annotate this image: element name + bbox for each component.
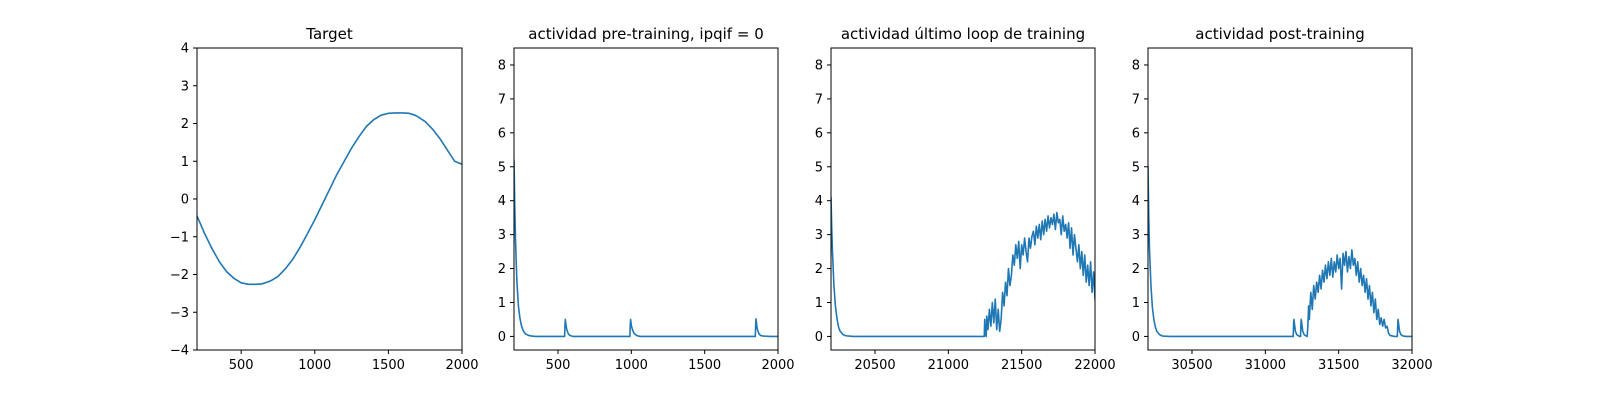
y-tick-label: −1 [170, 230, 189, 245]
axes-frame [1147, 47, 1413, 351]
y-tick-label: 8 [1132, 58, 1140, 73]
y-tick-label: 2 [498, 262, 506, 277]
y-tick-label: 0 [1132, 330, 1140, 345]
y-tick-label: 2 [815, 262, 823, 277]
chart-title: actividad post-training [1195, 25, 1364, 43]
y-tick-label: 1 [1132, 296, 1140, 311]
y-tick-label: −4 [170, 344, 189, 359]
x-tick-label: 1000 [298, 358, 331, 373]
y-tick-label: 5 [815, 160, 823, 175]
series-line [831, 196, 1095, 338]
series-line [197, 112, 462, 286]
series-line [514, 159, 778, 338]
x-tick-label: 31000 [1245, 358, 1286, 373]
y-tick-label: 6 [1132, 126, 1140, 141]
y-tick-label: 1 [498, 296, 506, 311]
chart-title: actividad último loop de training [841, 25, 1085, 43]
y-tick-label: −3 [170, 306, 189, 321]
axes-frame [196, 47, 463, 351]
x-tick-label: 1500 [688, 358, 721, 373]
y-tick-label: 8 [815, 58, 823, 73]
y-tick-label: 3 [498, 228, 506, 243]
y-tick-label: 5 [498, 160, 506, 175]
y-tick-label: 4 [1132, 194, 1140, 209]
x-tick-label: 2000 [445, 358, 478, 373]
x-tick-label: 500 [546, 358, 571, 373]
x-tick-label: 1000 [615, 358, 648, 373]
y-tick-label: 5 [1132, 160, 1140, 175]
axes-frame [513, 47, 779, 351]
x-tick-label: 30500 [1171, 358, 1212, 373]
x-tick-label: 32000 [1391, 358, 1432, 373]
y-tick-label: 3 [815, 228, 823, 243]
y-tick-label: 0 [181, 193, 189, 208]
y-tick-label: 6 [498, 126, 506, 141]
subplot-2: 500 1000 1500 2000 0 1 2 3 4 5 6 7 8 actividad pre-tr… [498, 25, 795, 373]
chart-title: Target [305, 25, 353, 43]
subplot-1: 500 1000 1500 2000 −4 −3 −2 −1 0 1 2 3 4 Target [170, 25, 479, 373]
y-tick-label: 1 [815, 296, 823, 311]
x-tick-label: 20500 [854, 358, 895, 373]
y-tick-label: −2 [170, 268, 189, 283]
x-tick-label: 500 [229, 358, 254, 373]
y-tick-label: 2 [181, 117, 189, 132]
y-tick-label: 4 [498, 194, 506, 209]
subplot-4: 30500 31000 31500 32000 0 1 2 3 4 5 6 7 8 actividad p… [1132, 25, 1433, 373]
x-tick-label: 21500 [1001, 358, 1042, 373]
y-tick-label: 4 [181, 42, 189, 57]
y-tick-label: 1 [181, 155, 189, 170]
chart-title: actividad pre-training, ipqif = 0 [528, 25, 764, 43]
y-tick-label: 8 [498, 58, 506, 73]
y-tick-label: 6 [815, 126, 823, 141]
x-tick-label: 21000 [928, 358, 969, 373]
x-tick-label: 1500 [372, 358, 405, 373]
y-tick-label: 3 [1132, 228, 1140, 243]
y-tick-label: 7 [815, 92, 823, 107]
y-tick-label: 2 [1132, 262, 1140, 277]
x-tick-label: 2000 [761, 358, 794, 373]
x-tick-label: 22000 [1074, 358, 1115, 373]
y-tick-label: 7 [498, 92, 506, 107]
y-tick-label: 0 [815, 330, 823, 345]
y-tick-label: 4 [815, 194, 823, 209]
series-line [1148, 165, 1412, 338]
y-tick-label: 0 [498, 330, 506, 345]
subplot-3: 20500 21000 21500 22000 0 1 2 3 4 5 6 7 8 actividad ú… [815, 25, 1116, 373]
y-tick-label: 3 [181, 79, 189, 94]
y-tick-label: 7 [1132, 92, 1140, 107]
axes-frame [830, 47, 1096, 351]
x-tick-label: 31500 [1318, 358, 1359, 373]
